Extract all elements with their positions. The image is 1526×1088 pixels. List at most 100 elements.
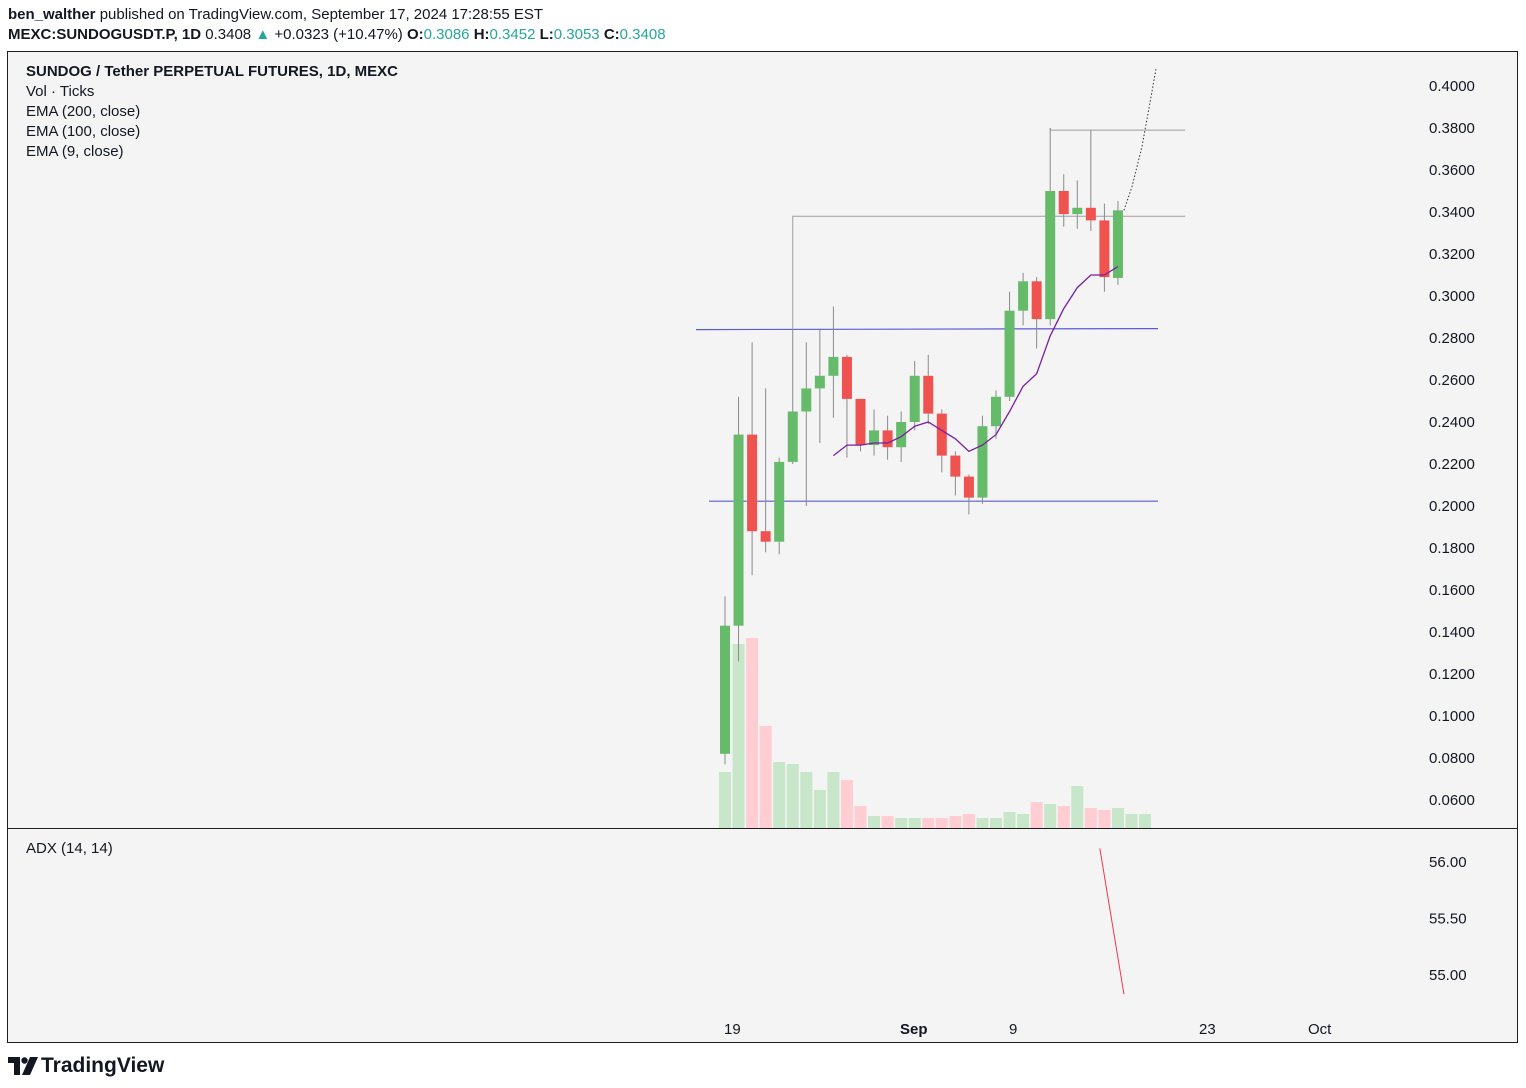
candle-body[interactable] bbox=[814, 375, 825, 389]
volume-bar bbox=[1057, 806, 1070, 828]
volume-bar bbox=[732, 644, 745, 828]
adx-line bbox=[1099, 848, 1125, 995]
volume-bar bbox=[1098, 810, 1111, 828]
candle-body[interactable] bbox=[1072, 207, 1083, 215]
volume-bar bbox=[746, 638, 759, 828]
ema9-line[interactable] bbox=[833, 266, 1119, 457]
candle-body[interactable] bbox=[747, 434, 758, 532]
volume-bar bbox=[1111, 808, 1124, 828]
volume-bar bbox=[1139, 814, 1152, 828]
open-value: 0.3086 bbox=[423, 26, 470, 43]
candle-body[interactable] bbox=[720, 625, 730, 754]
price-tick-label: 0.0600 bbox=[1429, 792, 1475, 809]
publish-header: ben_walther published on TradingView.com… bbox=[8, 6, 543, 23]
low-value: 0.3053 bbox=[553, 26, 600, 43]
volume-bar bbox=[1017, 814, 1030, 828]
tradingview-brand[interactable]: TradingView bbox=[8, 1054, 164, 1078]
volume-bar bbox=[976, 818, 989, 828]
candle-body[interactable] bbox=[1018, 281, 1029, 311]
price-tick-label: 0.3600 bbox=[1429, 162, 1475, 179]
candle-body[interactable] bbox=[991, 396, 1001, 427]
volume-legend[interactable]: Vol · Ticks bbox=[26, 83, 95, 100]
volume-bar bbox=[800, 772, 813, 828]
volume-bar bbox=[1071, 786, 1084, 828]
price-change: +0.0323 (+10.47%) bbox=[274, 26, 403, 43]
projection-line[interactable] bbox=[1123, 69, 1157, 211]
candle-body[interactable] bbox=[882, 430, 893, 448]
candle-body[interactable] bbox=[909, 375, 920, 422]
symbol-header: MEXC:SUNDOGUSDT.P, 1D 0.3408 ▲ +0.0323 (… bbox=[8, 26, 666, 43]
price-tick-label: 0.1200 bbox=[1429, 666, 1475, 683]
author-name[interactable]: ben_walther bbox=[8, 6, 96, 23]
high-label: H: bbox=[473, 26, 490, 43]
change-up-icon: ▲ bbox=[255, 26, 271, 43]
candle-body[interactable] bbox=[869, 430, 880, 446]
price-tick-label: 0.3200 bbox=[1429, 246, 1475, 263]
price-tick-label: 0.1000 bbox=[1429, 708, 1475, 725]
range-box-line[interactable] bbox=[1049, 128, 1186, 131]
candle-body[interactable] bbox=[1112, 210, 1123, 278]
time-tick-label: Sep bbox=[900, 1021, 928, 1038]
price-chart-svg[interactable]: 0.4000 0.3800 0.3600 0.3400 0.3200 0.3000 0.28… bbox=[8, 52, 1517, 1042]
ema200-legend[interactable]: EMA (200, close) bbox=[26, 103, 141, 120]
candle-body[interactable] bbox=[760, 531, 771, 542]
price-tick-label: 0.2800 bbox=[1429, 330, 1475, 347]
price-tick-label: 0.2200 bbox=[1429, 456, 1475, 473]
candle-body[interactable] bbox=[733, 434, 744, 626]
support-resistance-line[interactable] bbox=[695, 328, 1159, 331]
volume-bar bbox=[922, 818, 935, 828]
chart-frame[interactable]: 0.4000 0.3800 0.3600 0.3400 0.3200 0.3000 0.28… bbox=[7, 51, 1518, 1043]
ema100-legend[interactable]: EMA (100, close) bbox=[26, 123, 141, 140]
candle-body[interactable] bbox=[896, 422, 907, 448]
close-label: C: bbox=[603, 26, 620, 43]
volume-bar bbox=[827, 772, 840, 828]
volume-bar bbox=[895, 818, 908, 828]
candle-body[interactable] bbox=[841, 356, 852, 399]
volume-bar bbox=[1030, 802, 1043, 828]
candle-body[interactable] bbox=[963, 476, 974, 498]
volume-bar bbox=[962, 814, 975, 828]
candle-body[interactable] bbox=[855, 398, 866, 446]
chart-title: SUNDOG / Tether PERPETUAL FUTURES, 1D, M… bbox=[26, 63, 398, 80]
candle-body[interactable] bbox=[950, 455, 961, 477]
price-tick-label: 0.2600 bbox=[1429, 372, 1475, 389]
volume-bar bbox=[786, 764, 799, 828]
candle-body[interactable] bbox=[1099, 220, 1110, 278]
volume-bar bbox=[868, 816, 881, 828]
candle-body[interactable] bbox=[828, 356, 839, 376]
candle-body[interactable] bbox=[1004, 310, 1015, 397]
candle-body[interactable] bbox=[1058, 191, 1069, 215]
candle-body[interactable] bbox=[787, 411, 798, 462]
volume-bar bbox=[1084, 808, 1097, 828]
ema9-legend[interactable]: EMA (9, close) bbox=[26, 143, 124, 160]
published-text: published on TradingView.com, September … bbox=[99, 6, 544, 23]
range-box-line[interactable] bbox=[792, 215, 1186, 330]
price-tick-label: 0.1600 bbox=[1429, 582, 1475, 599]
candle-body[interactable] bbox=[1045, 191, 1056, 320]
time-tick-label: 9 bbox=[1009, 1021, 1017, 1038]
candle-body[interactable] bbox=[977, 426, 988, 498]
price-tick-label: 0.1800 bbox=[1429, 540, 1475, 557]
brand-name: TradingView bbox=[41, 1054, 165, 1077]
candle-body[interactable] bbox=[801, 388, 812, 412]
adx-legend[interactable]: ADX (14, 14) bbox=[26, 840, 113, 857]
close-value: 0.3408 bbox=[619, 26, 666, 43]
price-tick-label: 0.1400 bbox=[1429, 624, 1475, 641]
symbol-name[interactable]: MEXC:SUNDOGUSDT.P, 1D bbox=[8, 26, 202, 43]
candle-body[interactable] bbox=[1031, 281, 1042, 320]
candle-body[interactable] bbox=[1085, 207, 1096, 221]
candle-body[interactable] bbox=[923, 375, 934, 414]
volume-bar bbox=[840, 780, 853, 828]
volume-bar bbox=[1125, 814, 1138, 828]
candle-body[interactable] bbox=[774, 461, 785, 542]
volume-bar bbox=[1044, 804, 1057, 828]
volume-bar bbox=[949, 816, 962, 828]
candle-body[interactable] bbox=[936, 413, 947, 456]
volume-bar bbox=[813, 790, 826, 828]
price-tick-label: 0.3800 bbox=[1429, 120, 1475, 137]
volume-bar bbox=[719, 772, 731, 828]
low-label: L: bbox=[539, 26, 554, 43]
volume-bar bbox=[773, 762, 786, 828]
price-tick-label: 0.2400 bbox=[1429, 414, 1475, 431]
adx-tick-label: 55.50 bbox=[1429, 911, 1467, 928]
